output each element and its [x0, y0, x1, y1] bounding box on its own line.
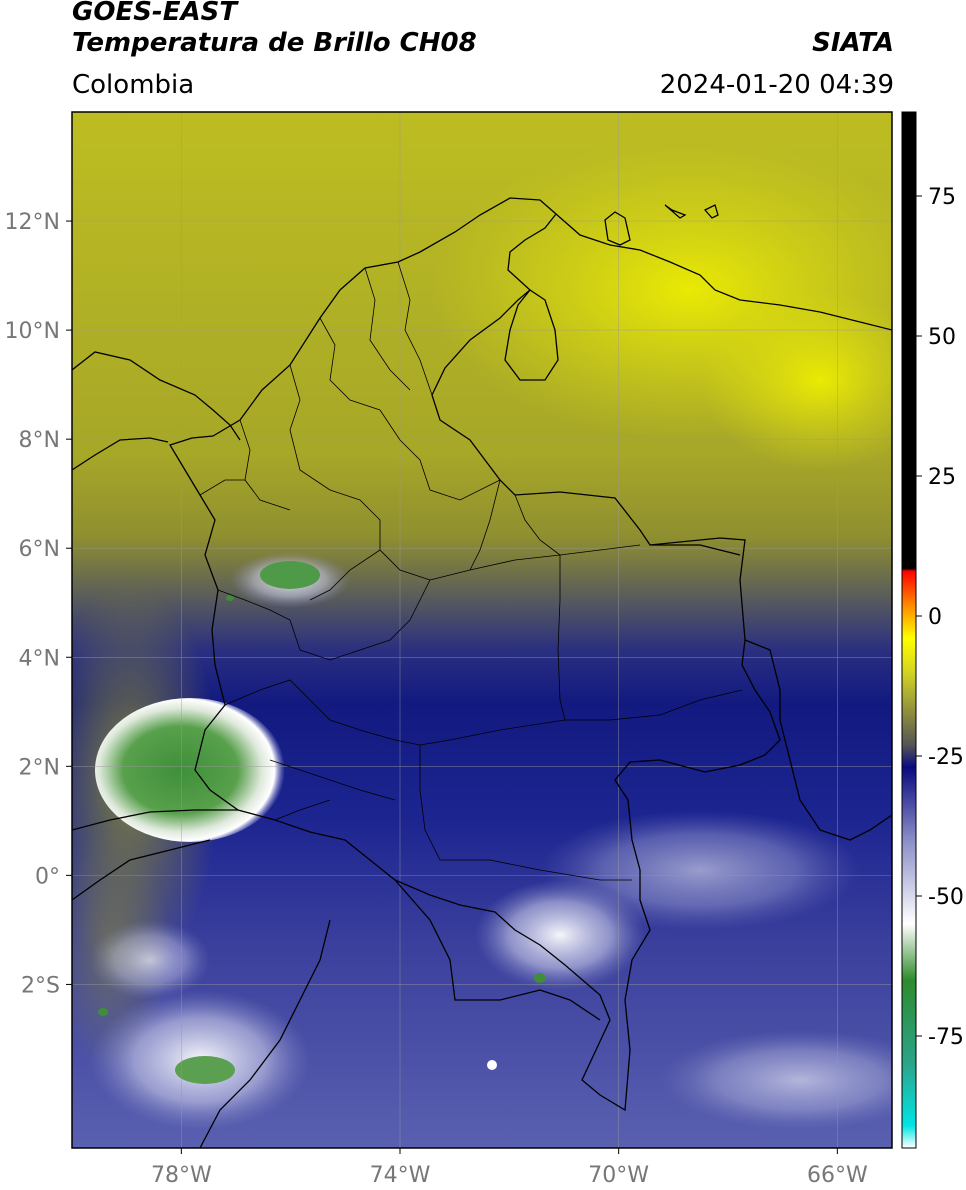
colorbar-tick-label: 25	[928, 465, 956, 490]
colorbar-tick-label: -75	[928, 1025, 964, 1050]
venezuela-brazil-border-2	[650, 544, 741, 556]
margarita	[604, 211, 631, 246]
lon-tick-label: 74°W	[370, 1163, 431, 1188]
lat-tick-label: 2°N	[19, 755, 60, 780]
colorbar: 75 50 25 0 -25 -50 -75	[901, 111, 964, 1149]
peru-border-2	[394, 879, 601, 1021]
colorbar-tick-label: 0	[928, 605, 942, 630]
colorbar-tick-label: -25	[928, 745, 964, 770]
venezuela-coast	[555, 213, 892, 331]
aruba	[664, 204, 687, 219]
satellite-name: GOES-EAST	[72, 0, 238, 27]
region-label: Colombia	[72, 70, 195, 100]
department-borders	[199, 261, 743, 881]
lon-tick-label: 78°W	[151, 1163, 212, 1188]
lat-tick-label: 2°S	[21, 973, 60, 998]
maracaibo-lake	[504, 289, 559, 381]
map-frame	[71, 111, 893, 1149]
lon-tick-label: 66°W	[807, 1163, 868, 1188]
lat-tick-label: 0°	[35, 864, 60, 889]
panama-coast-south	[72, 437, 169, 471]
latitude-ticks: 12°N 10°N 8°N 6°N 4°N 2°N 0° 2°S	[5, 210, 72, 998]
country-borders	[72, 197, 892, 1148]
datetime-label: 2024-01-20 04:39	[659, 70, 894, 100]
colorbar-tick-label: -50	[928, 885, 964, 910]
panama-coast	[72, 351, 241, 441]
longitude-ticks: 78°W 74°W 70°W 66°W	[151, 1148, 868, 1188]
product-title: Temperatura de Brillo CH08	[72, 28, 477, 58]
brazil-venezuela-border	[744, 639, 892, 841]
ecuador-border	[72, 809, 238, 831]
lat-tick-label: 8°N	[19, 428, 60, 453]
lat-tick-label: 12°N	[5, 210, 60, 235]
colorbar-ticks: 75 50 25 0 -25 -50 -75	[916, 185, 964, 1050]
colorbar-tick-label: 50	[928, 325, 956, 350]
lat-tick-label: 4°N	[19, 646, 60, 671]
south-border-3	[72, 839, 211, 901]
lat-tick-label: 6°N	[19, 537, 60, 562]
colorbar-tick-label: 75	[928, 185, 956, 210]
lon-tick-label: 70°W	[588, 1163, 649, 1188]
lat-tick-label: 10°N	[5, 319, 60, 344]
brightness-field	[72, 112, 892, 1148]
agency-label: SIATA	[812, 28, 894, 58]
curacao	[703, 204, 719, 219]
peru-border	[199, 919, 331, 1148]
colorbar-gradient	[901, 111, 917, 1149]
